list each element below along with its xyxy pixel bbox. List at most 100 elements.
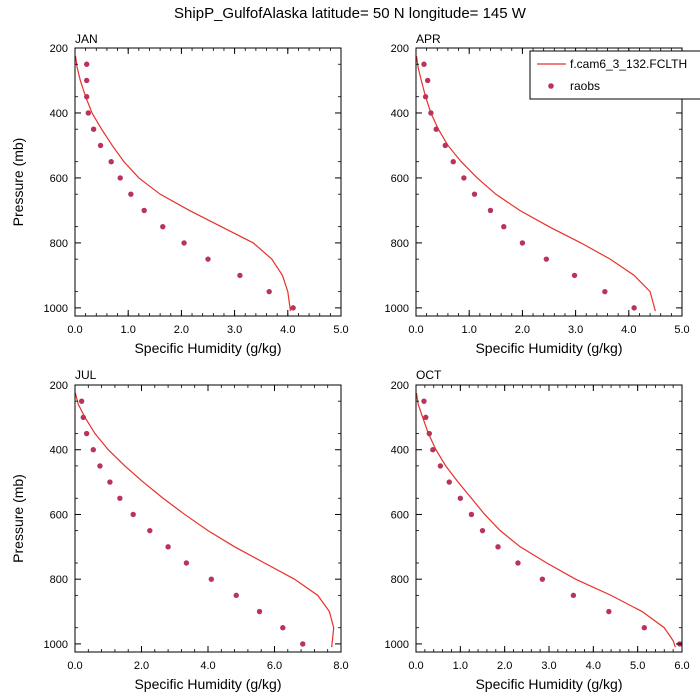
y-tick-label-apr: 200 [391, 43, 409, 55]
x-tick-label-apr: 0.0 [408, 324, 423, 336]
raobs-point-oct [641, 625, 648, 631]
raobs-point-jan [160, 223, 166, 230]
legend: f.cam6_3_132.FCLTH raobs [529, 50, 700, 100]
raobs-point-apr [487, 207, 494, 214]
raobs-point-apr [501, 223, 507, 230]
raobs-point-jan [290, 305, 296, 311]
raobs-point-oct [479, 527, 486, 534]
raobs-point-jan [84, 94, 90, 100]
raobs-point-apr [461, 175, 467, 181]
y-tick-label-oct: 200 [391, 380, 409, 392]
x-tick-label-jul: 6.0 [267, 660, 282, 672]
x-tick-label-oct: 1.0 [453, 660, 468, 672]
x-tick-label-oct: 4.0 [586, 660, 601, 672]
raobs-point-oct [423, 414, 429, 421]
raobs-point-apr [471, 191, 478, 197]
y-axis-label-jul: Pressure (mb) [10, 474, 26, 563]
y-tick-label-jul: 600 [50, 509, 68, 521]
raobs-point-oct [539, 576, 546, 582]
raobs-point-jul [130, 511, 136, 518]
x-axis-label-jan: Specific Humidity (g/kg) [134, 340, 281, 356]
raobs-point-apr [421, 61, 427, 67]
raobs-point-apr [519, 240, 526, 246]
legend-model-label: f.cam6_3_132.FCLTH [570, 57, 687, 71]
x-axis-label-apr: Specific Humidity (g/kg) [475, 340, 622, 356]
x-tick-label-jul: 0.0 [67, 660, 82, 672]
x-tick-label-apr: 2.0 [515, 324, 530, 336]
raobs-point-apr [450, 159, 456, 165]
x-axis-label-oct: Specific Humidity (g/kg) [475, 676, 622, 692]
x-tick-label-oct: 0.0 [408, 660, 423, 672]
raobs-point-jan [237, 272, 243, 279]
y-tick-label-jan: 200 [50, 43, 68, 55]
raobs-point-jul [256, 608, 263, 615]
y-tick-label-oct: 800 [391, 574, 409, 586]
x-axis-label-jul: Specific Humidity (g/kg) [134, 676, 281, 692]
model-line-apr [415, 56, 656, 312]
x-tick-label-apr: 4.0 [621, 324, 636, 336]
raobs-point-jan [84, 77, 90, 84]
axes-frame-jan [74, 47, 342, 317]
raobs-point-jul [233, 592, 239, 599]
y-tick-label-apr: 800 [391, 238, 409, 250]
raobs-point-jul [208, 576, 215, 582]
x-tick-label-jan: 4.0 [280, 324, 295, 336]
x-tick-label-apr: 3.0 [568, 324, 583, 336]
model-line-jan [74, 56, 292, 312]
y-tick-label-apr: 1000 [385, 303, 409, 315]
raobs-point-jan [205, 256, 211, 262]
raobs-point-apr [428, 110, 434, 116]
y-tick-label-oct: 1000 [385, 639, 409, 651]
legend-obs-label: raobs [570, 79, 600, 93]
model-line-oct [415, 392, 676, 648]
raobs-point-oct [457, 495, 464, 501]
raobs-point-jan [108, 159, 114, 165]
raobs-point-apr [433, 126, 439, 132]
raobs-point-jan [84, 61, 90, 67]
panel-label-apr: APR [416, 32, 441, 46]
raobs-point-jan [128, 191, 134, 197]
raobs-point-oct [468, 511, 475, 518]
raobs-point-apr [543, 256, 550, 262]
raobs-point-jul [165, 544, 171, 550]
raobs-point-jan [85, 110, 92, 116]
y-tick-label-jul: 1000 [44, 639, 68, 651]
y-tick-label-oct: 600 [391, 509, 409, 521]
y-tick-label-jul: 800 [50, 574, 68, 586]
x-tick-label-jan: 5.0 [333, 324, 348, 336]
raobs-point-oct [515, 560, 521, 566]
x-tick-label-oct: 5.0 [630, 660, 645, 672]
raobs-point-jul [117, 495, 123, 501]
x-tick-label-apr: 5.0 [674, 324, 689, 336]
raobs-point-jul [183, 560, 190, 566]
raobs-point-apr [631, 305, 637, 311]
raobs-point-jan [266, 288, 272, 295]
raobs-point-jul [107, 479, 113, 485]
raobs-point-oct [495, 544, 501, 550]
y-tick-label-oct: 400 [391, 445, 409, 457]
raobs-point-jul [80, 414, 87, 421]
x-tick-label-jul: 4.0 [200, 660, 215, 672]
raobs-point-oct [426, 430, 432, 437]
plot-area-oct: 0.0 1.0 2.0 3.0 4.0 5.0 6.0 200 400 600 800 1000 Spe… [385, 380, 690, 692]
x-tick-label-jul: 8.0 [333, 660, 348, 672]
y-tick-label-jan: 600 [50, 173, 68, 185]
x-tick-label-jan: 2.0 [174, 324, 189, 336]
raobs-point-jul [83, 430, 90, 437]
panel-oct: OCT [416, 368, 442, 382]
panel-jan: JAN [75, 32, 98, 46]
raobs-point-jan [181, 240, 187, 246]
plot-area-jan: 0.0 1.0 2.0 3.0 4.0 5.0 200 400 600 800 1000 Specif… [10, 43, 349, 356]
raobs-point-apr [422, 94, 429, 100]
x-tick-label-oct: 2.0 [497, 660, 512, 672]
raobs-point-jul [90, 447, 96, 453]
raobs-point-jul [147, 527, 153, 534]
chart-title: ShipP_GulfofAlaska latitude= 50 N longit… [174, 5, 527, 22]
model-line-jul [74, 392, 335, 648]
y-tick-label-jan: 800 [50, 238, 68, 250]
panel-apr: APR [416, 32, 441, 46]
raobs-point-oct [430, 447, 436, 453]
raobs-point-jan [90, 126, 97, 132]
panel-label-oct: OCT [416, 368, 442, 382]
x-tick-label-oct: 3.0 [541, 660, 556, 672]
